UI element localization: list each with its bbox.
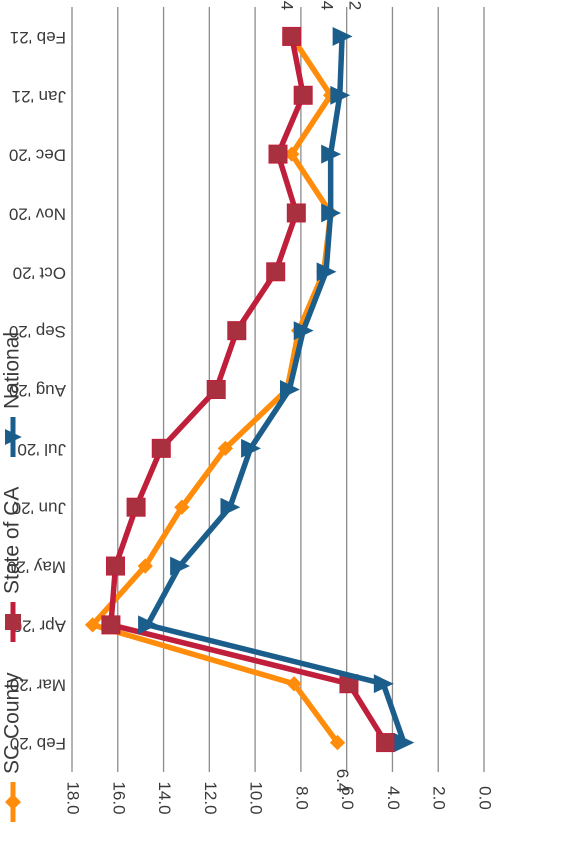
data-point — [206, 380, 226, 399]
x-tick-label: Jan '21 — [12, 87, 66, 106]
y-tick-label: 4.0 — [384, 786, 403, 810]
y-tick-label: 16.0 — [109, 781, 128, 814]
data-point — [241, 438, 261, 458]
data-point — [321, 144, 342, 164]
data-point — [217, 440, 234, 456]
legend-marker — [5, 429, 22, 445]
data-point — [279, 380, 300, 399]
data-point — [126, 497, 146, 517]
y-tick-label: 6.0 — [338, 786, 357, 810]
x-tick-label: Aug '20 — [9, 381, 66, 400]
x-tick-label: Sep '20 — [9, 322, 66, 341]
y-tick-label: 10.0 — [247, 781, 266, 814]
data-point — [286, 203, 306, 223]
data-point — [227, 321, 247, 341]
y-tick-label: 0.0 — [476, 786, 495, 810]
data-point — [284, 146, 300, 162]
data-point — [105, 556, 125, 576]
y-tick-label: 12.0 — [201, 781, 220, 814]
legend-marker — [5, 794, 21, 810]
data-point — [220, 497, 241, 517]
data-point — [329, 734, 346, 751]
chart-rotated-group: 0.0 2.0 4.0 6.0 8.0 10.0 12.0 14.0 16.0 18.0 Feb '… — [1, 0, 495, 822]
legend-label: National — [1, 332, 24, 409]
y-tick-label: 14.0 — [155, 781, 174, 814]
series-line-national — [144, 36, 407, 744]
x-tick-label: Apr '20 — [13, 616, 66, 635]
data-point — [293, 321, 314, 341]
data-label: 8.4 — [277, 0, 296, 10]
series-line-state-of-ca — [108, 35, 388, 745]
data-point — [84, 617, 101, 633]
data-point — [373, 674, 394, 694]
data-point — [316, 262, 337, 282]
y-tick-label: 18.0 — [64, 781, 83, 814]
data-label: 8.4 — [317, 0, 336, 10]
data-label: 6.2 — [346, 0, 365, 10]
y-tick-label: 8.0 — [292, 786, 311, 810]
data-point — [174, 499, 190, 515]
legend-marker — [5, 614, 21, 630]
data-point — [138, 615, 158, 635]
data-point — [282, 26, 302, 46]
x-tick-label: Jun '20 — [12, 499, 66, 518]
legend-label: SC County — [1, 672, 24, 774]
data-point — [101, 615, 121, 635]
data-point — [266, 262, 286, 282]
data-point — [330, 85, 351, 105]
data-point — [170, 556, 190, 576]
legend-label: State of CA — [1, 487, 24, 594]
x-tick-label: Feb '20 — [10, 734, 66, 753]
x-tick-label: Oct '20 — [13, 263, 66, 282]
data-point — [376, 733, 396, 753]
data-point — [321, 203, 342, 223]
data-point — [286, 676, 302, 692]
x-tick-label: Nov '20 — [9, 204, 66, 223]
x-tick-label: Mar '20 — [10, 675, 66, 694]
x-tick-label: Dec '20 — [9, 146, 66, 165]
x-tick-label: May '20 — [7, 558, 66, 577]
x-tick-label: Feb '21 — [10, 28, 66, 47]
data-label: 6.4 — [333, 769, 352, 793]
data-point — [293, 85, 313, 105]
data-point — [394, 733, 415, 753]
data-point — [151, 438, 171, 458]
data-point — [332, 26, 353, 46]
y-tick-label: 2.0 — [430, 786, 449, 810]
data-point — [137, 558, 153, 574]
data-point — [268, 144, 288, 164]
x-tick-label: Jul '20 — [17, 440, 66, 459]
